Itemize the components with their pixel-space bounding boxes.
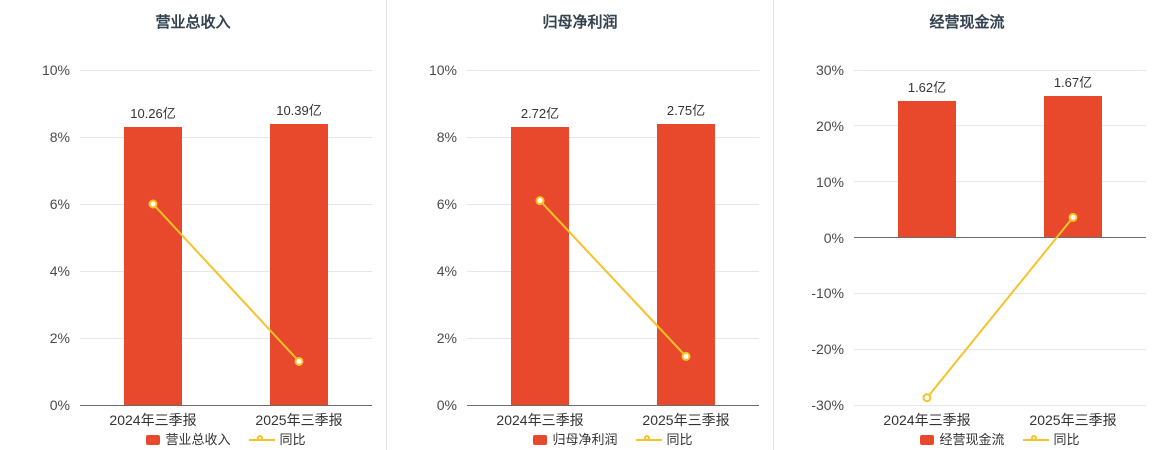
y-tick-label: 0% [436,397,457,413]
gridline [80,203,372,205]
line-point-marker[interactable] [681,351,691,361]
y-tick-label: -20% [811,341,844,358]
gridline [854,181,1146,183]
gridline [80,337,372,339]
legend: 营业总收入 同比 [80,433,372,447]
x-axis-label: 2025年三季报 [1029,412,1117,428]
gridline [854,292,1146,294]
plot-area-operating-revenue: 0% 2% 4% 6% 8% 10% 10.26亿 10.39亿 [42,62,372,413]
line-legend-icon [1022,435,1049,445]
legend-label: 归母净利润 [552,432,618,447]
bar-legend-icon [146,435,161,445]
bar-value-label: 10.26亿 [130,105,176,121]
legend-label: 同比 [1053,432,1080,447]
legend-item-bar-series[interactable]: 归母净利润 [533,432,618,447]
line-point-marker[interactable] [535,196,545,206]
gridline [854,69,1146,71]
plot-area-operating-cash-flow: -30% -20% -10% 0% 10% 20% 30% 1.62亿 1.67亿 [811,62,1146,413]
bar-legend-icon [920,435,935,445]
x-axis-labels: 2024年三季报 2025年三季报 [854,405,1146,428]
legend-item-line-series[interactable]: 同比 [1022,432,1080,447]
x-axis-labels: 2024年三季报 2025年三季报 [467,405,759,428]
y-tick-label: 20% [815,117,844,134]
chart-title: 营业总收入 [155,14,231,31]
line-point-marker[interactable] [148,199,158,209]
bar-value-label: 2.72亿 [520,105,560,121]
zero-axis-line [854,237,1146,238]
y-tick-label: 6% [436,196,457,212]
gridline [467,203,759,205]
legend-label: 经营现金流 [939,432,1005,447]
gridline [854,348,1146,350]
gridline [80,69,372,71]
bar-value-label: 1.67亿 [1053,75,1093,91]
y-tick-label: 10% [428,62,457,78]
gridline [467,270,759,272]
y-tick-label: 2% [49,330,70,346]
plot-area-net-profit: 0% 2% 4% 6% 8% 10% 2.72亿 2.75亿 [429,62,759,413]
x-axis-label: 2025年三季报 [255,412,343,428]
legend-item-line-series[interactable]: 同比 [248,432,306,447]
y-tick-label: 4% [49,263,70,279]
gridline [854,404,1146,406]
x-axis-label: 2024年三季报 [496,412,584,428]
line-legend-icon [248,435,275,445]
bar[interactable] [898,100,956,238]
bar-value-label: 10.39亿 [276,102,322,118]
x-axis-labels: 2024年三季报 2025年三季报 [80,405,372,428]
legend-item-line-series[interactable]: 同比 [635,432,693,447]
x-axis-label: 2025年三季报 [642,412,730,428]
x-axis-label: 2024年三季报 [883,412,971,428]
y-tick-label: -30% [811,397,844,413]
y-tick-label: 8% [49,129,70,145]
bar[interactable] [511,126,569,405]
zero-axis-line [467,404,759,406]
legend-label: 同比 [666,432,693,447]
y-tick-label: 8% [436,129,457,145]
gridline [854,125,1146,127]
y-tick-label: 30% [815,62,844,78]
yoy-line [152,203,300,363]
y-tick-label: 4% [436,263,457,279]
chart-title: 归母净利润 [542,14,618,31]
zero-axis-line [80,404,372,406]
gridline [467,69,759,71]
line-legend-icon [635,435,662,445]
gridline [80,136,372,138]
x-axis-label: 2024年三季报 [109,412,197,428]
y-tick-label: 0% [823,229,844,246]
bar[interactable] [124,126,182,405]
y-tick-label: 2% [436,330,457,346]
bar-legend-icon [533,435,548,445]
gridline [467,136,759,138]
yoy-line-series [922,212,1078,403]
yoy-line-series [148,199,304,366]
y-tick-label: 0% [49,397,70,413]
yoy-line [539,199,687,358]
y-tick-label: -10% [811,285,844,302]
chart-panel-operating-cash-flow: 经营现金流 -30% -20% -10% 0% 10% 20% 30% 1.62亿 1.67亿 … [773,0,1160,450]
legend: 经营现金流 同比 [854,433,1146,447]
bar-value-label: 2.75亿 [666,102,706,118]
yoy-line [926,216,1074,399]
y-tick-label: 6% [49,196,70,212]
line-point-marker[interactable] [294,356,304,366]
chart-panel-operating-revenue: 营业总收入 0% 2% 4% 6% 8% 10% 10.26亿 10.39亿 2024年三季报… [0,0,386,450]
legend-item-bar-series[interactable]: 经营现金流 [920,432,1005,447]
bar-value-label: 1.62亿 [907,79,947,95]
legend-item-bar-series[interactable]: 营业总收入 [146,432,231,447]
yoy-line-series [535,196,691,361]
y-tick-label: 10% [41,62,70,78]
line-point-marker[interactable] [922,393,932,403]
legend-label: 营业总收入 [165,432,231,447]
chart-title: 经营现金流 [929,14,1005,31]
y-tick-label: 10% [815,173,844,190]
legend-label: 同比 [279,432,306,447]
chart-panel-net-profit: 归母净利润 0% 2% 4% 6% 8% 10% 2.72亿 2.75亿 2024年三季报 2… [386,0,773,450]
line-point-marker[interactable] [1068,212,1078,222]
gridline [467,337,759,339]
gridline [80,270,372,272]
legend: 归母净利润 同比 [467,433,759,447]
